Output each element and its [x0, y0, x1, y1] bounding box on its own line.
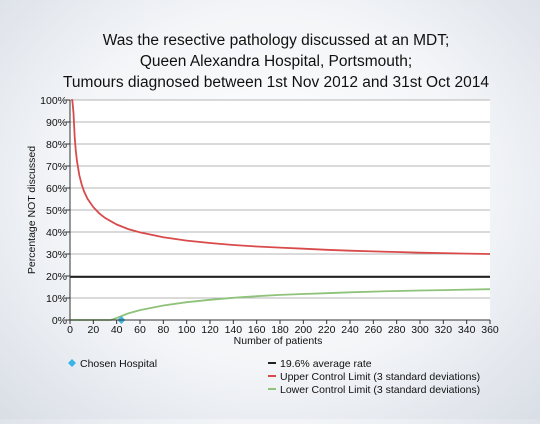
- y-tick-label-2: 20%: [46, 271, 67, 283]
- x-tick-label-12: 240: [341, 324, 359, 336]
- legend-label-lower-limit: Lower Control Limit (3 standard deviatio…: [280, 384, 480, 396]
- diamond-marker-icon: [68, 359, 76, 367]
- y-axis-label: Percentage NOT discussed: [26, 146, 38, 274]
- x-tick-label-11: 220: [318, 324, 336, 336]
- y-tick-label-3: 30%: [46, 249, 67, 261]
- y-tick-label-0: 0%: [52, 315, 67, 327]
- y-tick-label-4: 40%: [46, 227, 67, 239]
- legend-item-upper-limit: Upper Control Limit (3 standard deviatio…: [268, 371, 480, 383]
- y-tick-label-7: 70%: [46, 161, 67, 173]
- y-tick-label-9: 90%: [46, 117, 67, 129]
- legend-label-upper-limit: Upper Control Limit (3 standard deviatio…: [280, 371, 480, 383]
- x-tick-label-2: 40: [111, 324, 123, 336]
- x-axis-ticks: 0 20 40 60 80 100 120 140 160 180 200 220 240 260 280 3…: [67, 320, 499, 336]
- y-tick-label-10: 100%: [40, 95, 67, 107]
- chart-title: Was the resective pathology discussed at…: [63, 32, 489, 91]
- y-tick-label-6: 60%: [46, 183, 67, 195]
- x-tick-label-4: 80: [157, 324, 169, 336]
- y-tick-label-8: 80%: [46, 139, 67, 151]
- series-layer: [70, 99, 491, 324]
- lower-control-limit-line: [70, 288, 491, 321]
- x-tick-label-10: 200: [295, 324, 313, 336]
- y-tick-label-1: 10%: [46, 293, 67, 305]
- x-tick-label-16: 320: [435, 324, 453, 336]
- x-tick-label-18: 360: [481, 324, 499, 336]
- x-tick-label-14: 280: [388, 324, 406, 336]
- chart-title-line-3: Tumours diagnosed between 1st Nov 2012 a…: [63, 74, 489, 91]
- x-tick-label-6: 120: [201, 324, 219, 336]
- x-tick-label-1: 20: [87, 324, 99, 336]
- x-tick-label-5: 100: [178, 324, 196, 336]
- legend: Chosen Hospital 19.6% average rate Upper…: [68, 358, 480, 396]
- x-axis-label: Number of patients: [234, 335, 323, 347]
- x-tick-label-15: 300: [411, 324, 429, 336]
- x-tick-label-3: 60: [134, 324, 146, 336]
- legend-item-lower-limit: Lower Control Limit (3 standard deviatio…: [268, 384, 480, 396]
- legend-label-average-rate: 19.6% average rate: [280, 358, 372, 370]
- x-tick-label-17: 340: [458, 324, 476, 336]
- legend-item-chosen-hospital: Chosen Hospital: [68, 358, 157, 370]
- chart-title-line-1: Was the resective pathology discussed at…: [103, 32, 450, 49]
- y-axis-ticks: 0% 10% 20% 30% 40% 50% 60% 70% 80% 90% 100%: [40, 95, 70, 327]
- x-tick-label-8: 160: [248, 324, 266, 336]
- upper-control-limit-line: [71, 99, 491, 255]
- y-tick-label-5: 50%: [46, 205, 67, 217]
- x-tick-label-13: 260: [365, 324, 383, 336]
- x-tick-label-7: 140: [225, 324, 243, 336]
- chart-title-line-2: Queen Alexandra Hospital, Portsmouth;: [140, 53, 412, 70]
- legend-item-average-rate: 19.6% average rate: [268, 358, 372, 370]
- x-tick-label-0: 0: [67, 324, 73, 336]
- x-tick-label-9: 180: [271, 324, 289, 336]
- legend-label-chosen-hospital: Chosen Hospital: [80, 358, 157, 370]
